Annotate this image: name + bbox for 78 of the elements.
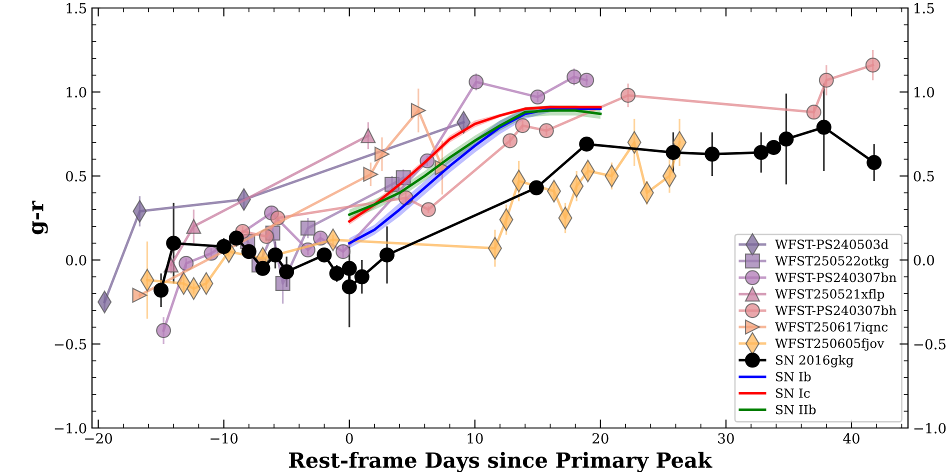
legend-label: WFST250521xflp [775, 288, 884, 302]
point [342, 279, 357, 294]
legend-label: SN Ic [776, 388, 810, 398]
point [806, 104, 822, 120]
y-tick-label: 1.5 [66, 2, 86, 14]
y-tick-label: −0.5 [54, 338, 86, 350]
y2-tick-label: 1.0 [914, 86, 934, 98]
legend-label: WFST-PS240307bn [775, 272, 896, 282]
y-axis-title: g-r [32, 200, 48, 234]
point [566, 69, 582, 84]
x-tick-label: 20 [592, 433, 608, 444]
point [530, 90, 546, 105]
point [228, 230, 244, 246]
x-tick-label: −10 [210, 433, 238, 444]
point [620, 88, 636, 103]
point [528, 180, 544, 196]
point [268, 247, 283, 262]
legend-label: WFST250522otkg [775, 256, 889, 268]
point [778, 132, 794, 147]
legend-label: WFST-PS240503d [775, 239, 888, 250]
point [336, 244, 351, 260]
point [166, 236, 182, 251]
y2-tick-label: 0.0 [914, 254, 934, 266]
legend-label: SN 2016gkg [776, 355, 854, 368]
point [316, 247, 332, 262]
point [666, 144, 681, 160]
point [579, 136, 594, 152]
point [279, 264, 294, 280]
y2-tick-label: −0.5 [914, 338, 946, 350]
point [865, 58, 880, 73]
point [538, 123, 554, 138]
x-axis-title: Rest-frame Days since Primary Peak [289, 452, 712, 472]
point [818, 72, 834, 88]
point [241, 244, 256, 260]
legend-label: WFST250605fjov [775, 338, 884, 351]
point [766, 140, 782, 155]
point [132, 288, 148, 303]
point [374, 146, 390, 162]
point [420, 202, 436, 218]
point [354, 269, 370, 284]
point [410, 102, 426, 118]
point [186, 218, 202, 234]
point [178, 256, 194, 271]
y2-tick-label: 1.5 [914, 2, 934, 14]
y-tick-label: 0.5 [66, 170, 86, 182]
y2-tick-label: 0.5 [914, 170, 934, 182]
x-tick-label: −20 [85, 433, 112, 444]
point [816, 120, 832, 135]
legend-label: SN IIb [776, 404, 816, 414]
x-tick-label: 0 [346, 433, 353, 444]
point [380, 247, 395, 262]
point [259, 228, 274, 244]
y2-tick-label: −1.0 [914, 422, 946, 434]
point [704, 146, 720, 162]
point [329, 266, 344, 281]
point [156, 323, 172, 338]
x-tick-label: 40 [843, 433, 860, 444]
point [342, 260, 357, 276]
point [502, 133, 518, 148]
point [300, 220, 316, 236]
legend-label: WFST250617iqnc [775, 322, 888, 334]
y-tick-label: 1.0 [66, 86, 86, 98]
point [866, 155, 882, 170]
point [515, 118, 530, 134]
point [216, 239, 232, 254]
point [754, 144, 769, 160]
legend-label: SN Ib [776, 372, 811, 382]
point [363, 166, 378, 182]
legend-label: WFST-PS240307bh [775, 305, 896, 316]
y-tick-label: −1.0 [54, 422, 86, 434]
x-tick-label: 10 [468, 433, 483, 444]
y-tick-label: 0.0 [66, 254, 86, 266]
point [154, 282, 169, 298]
x-tick-label: 30 [718, 433, 734, 444]
point [468, 74, 484, 90]
point [360, 128, 376, 144]
point [255, 260, 270, 276]
point [579, 72, 594, 88]
